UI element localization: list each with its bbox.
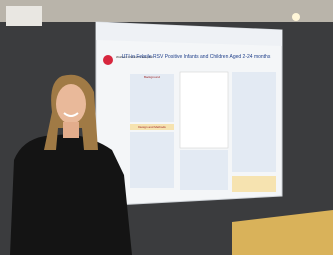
sign <box>6 6 42 26</box>
ceiling <box>0 0 333 22</box>
section-heading: Design and Methods <box>138 125 166 129</box>
section-heading: Background <box>144 75 160 79</box>
person-neck <box>63 122 79 138</box>
poster-block <box>232 72 276 172</box>
poster-block <box>232 176 276 192</box>
person-face <box>56 84 86 124</box>
poster-title: UTI in Febrile RSV Positive Infants and … <box>122 54 271 60</box>
poster-block <box>130 132 174 188</box>
poster-table <box>180 72 228 148</box>
poster-block <box>130 74 174 122</box>
poster-block <box>180 150 228 190</box>
light <box>292 13 300 21</box>
logo-heart <box>103 55 113 65</box>
photo: Wolfson Children's Hospital UTI in Febri… <box>0 0 333 255</box>
